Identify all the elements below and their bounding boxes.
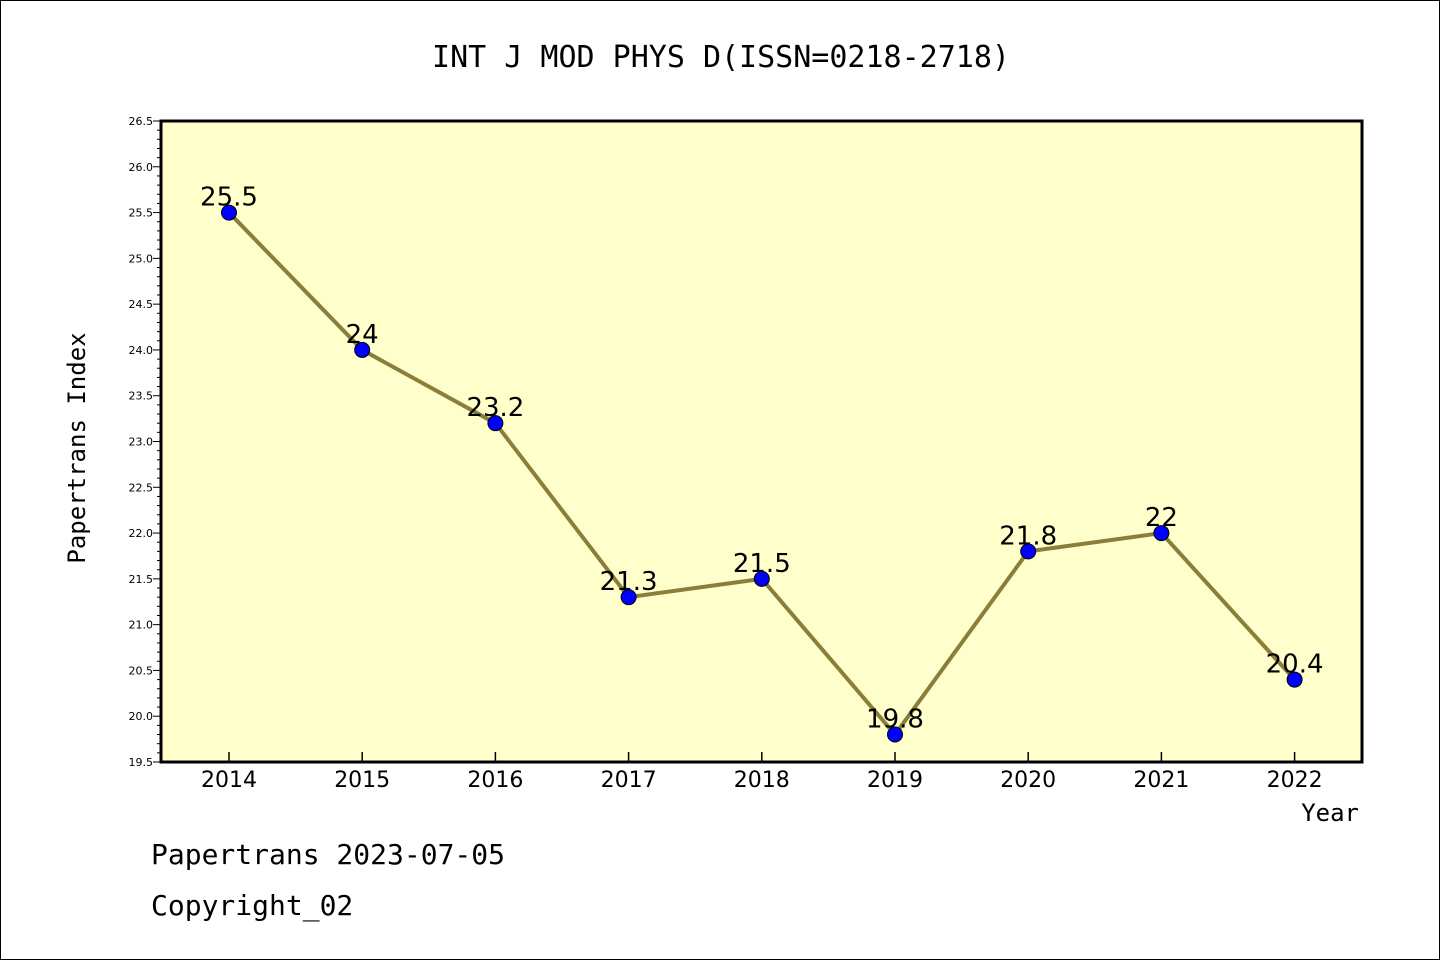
y-tick-label: 26.0	[129, 161, 154, 174]
y-tick-label: 23.5	[129, 390, 154, 403]
plot-border	[159, 119, 1364, 764]
x-tick-label: 2019	[867, 768, 923, 793]
chart-title: INT J MOD PHYS D(ISSN=0218-2718)	[432, 40, 1010, 75]
y-tick-label: 21.0	[129, 619, 154, 632]
y-tick-label: 26.5	[129, 115, 154, 128]
series-group: 25.5 24 23.2 21.3 21.5 19.8 21.8 22 20.4	[200, 183, 1324, 743]
data-label: 25.5	[200, 183, 258, 213]
x-axis-ticks: 2014 2015 2016 2017 2018 2019 2020 2021 2022	[201, 752, 1323, 793]
data-label: 22	[1145, 503, 1178, 533]
footer-date-text: Papertrans 2023-07-05	[151, 838, 505, 871]
y-tick-label: 24.5	[129, 298, 154, 311]
data-point	[354, 341, 371, 358]
data-point	[487, 415, 504, 432]
data-point	[887, 726, 903, 743]
data-point	[221, 204, 237, 221]
x-tick-label: 2018	[734, 768, 790, 793]
x-tick-label: 2017	[601, 768, 657, 793]
data-label: 21.3	[600, 567, 658, 597]
data-point	[620, 589, 637, 606]
y-tick-label: 22.5	[129, 481, 154, 494]
data-label: 21.5	[733, 549, 791, 579]
y-tick-label: 25.0	[129, 252, 154, 265]
data-point	[1020, 543, 1037, 560]
y-tick-label: 23.0	[129, 436, 154, 449]
data-point	[753, 570, 770, 587]
x-tick-label: 2021	[1133, 768, 1189, 793]
y-tick-label: 25.5	[129, 207, 154, 220]
x-axis-title: Year	[1301, 799, 1359, 827]
data-point	[1286, 671, 1303, 688]
x-tick-label: 2020	[1000, 768, 1056, 793]
data-label: 19.8	[866, 705, 924, 735]
data-label: 21.8	[999, 521, 1057, 551]
y-tick-label: 24.0	[129, 344, 154, 357]
data-label: 24	[346, 320, 379, 350]
x-tick-label: 2016	[467, 768, 523, 793]
y-tick-label: 20.5	[129, 664, 154, 677]
y-tick-label: 21.5	[129, 573, 154, 586]
y-axis-ticks: 19.5 20.0 20.5 21.0 21.5 22.0 22.5 23.0 23.5 24.0…	[129, 115, 161, 769]
data-label: 23.2	[466, 393, 524, 423]
x-tick-label: 2022	[1267, 768, 1323, 793]
plot-area	[161, 121, 1362, 762]
x-tick-label: 2014	[201, 768, 257, 793]
x-tick-label: 2015	[334, 768, 390, 793]
y-tick-label: 22.0	[129, 527, 154, 540]
y-tick-label: 19.5	[129, 756, 154, 769]
data-point	[1153, 525, 1170, 542]
y-tick-label: 20.0	[129, 710, 154, 723]
data-label: 20.4	[1266, 650, 1324, 680]
y-axis-title: Papertrans Index	[63, 332, 91, 563]
footer-copyright-text: Copyright_02	[151, 889, 353, 923]
